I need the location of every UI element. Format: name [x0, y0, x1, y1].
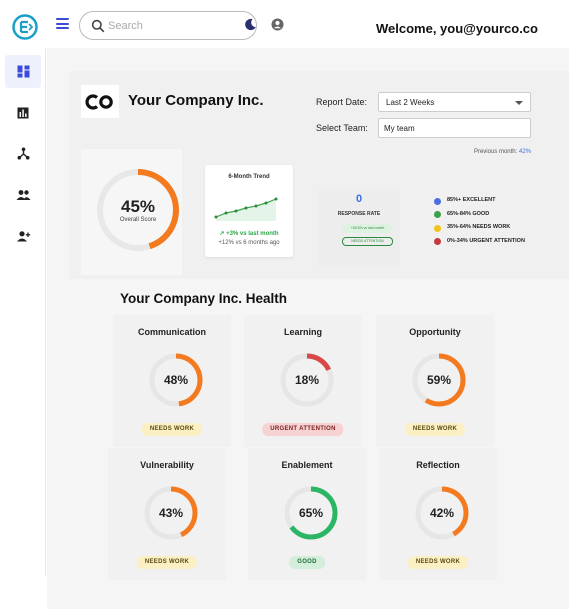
previous-month-value: 42% [518, 149, 531, 155]
score-legend: 85%+ EXCELLENT 65%-84% GOOD 35%-64% NEED… [434, 196, 525, 250]
response-status-badge: NEEDS ATTENTION [342, 237, 393, 246]
account-icon[interactable] [271, 18, 284, 31]
health-card-badge: NEEDS WORK [141, 423, 203, 436]
menu-icon[interactable] [56, 18, 69, 29]
health-card-vulnerability[interactable]: Vulnerability 43% NEEDS WORK [108, 448, 226, 580]
legend-label: 35%-64% NEEDS WORK [447, 224, 511, 230]
response-rate-label: RESPONSE RATE [337, 211, 381, 217]
search-icon [91, 19, 105, 33]
health-card-reflection[interactable]: Reflection 42% NEEDS WORK [379, 448, 497, 580]
welcome-text: Welcome, you@yourco.co [376, 21, 538, 36]
sidebar-item-reports[interactable] [5, 96, 41, 129]
legend-item-needs-work: 35%-64% NEEDS WORK [434, 223, 525, 237]
health-card-ring [412, 353, 466, 407]
health-card-title: Vulnerability [140, 460, 194, 470]
main-content: Your Company Inc. Report Date: Last 2 We… [47, 48, 569, 609]
bar-chart-icon [17, 107, 29, 118]
select-team-value: My team [384, 124, 415, 133]
legend-label: 0%-34% URGENT ATTENTION [447, 237, 525, 244]
select-team-label: Select Team: [316, 123, 368, 133]
health-card-value: 18% [294, 373, 320, 387]
sidebar [0, 48, 46, 576]
sidebar-item-add-user[interactable] [5, 219, 41, 252]
health-card-title: Reflection [416, 460, 460, 470]
health-card-title: Learning [283, 327, 322, 337]
trend-subtext: +12% vs 6 months ago [218, 240, 280, 246]
chevron-down-icon [515, 101, 523, 105]
trend-change-text: +3% vs last month [226, 231, 279, 237]
health-card-value: 42% [429, 506, 455, 520]
trend-title: 6-Month Trend [228, 174, 270, 180]
health-card-ring [284, 486, 338, 540]
health-card-title: Opportunity [409, 327, 461, 337]
health-card-communication[interactable]: Communication 48% NEEDS WORK [113, 315, 231, 447]
dashboard-icon [17, 65, 29, 78]
health-card-title: Enablement [281, 460, 333, 470]
health-card-badge: URGENT ATTENTION [262, 423, 344, 436]
select-team-input[interactable]: My team [378, 118, 531, 138]
response-rate-box: 0 RESPONSE RATE +00.5% vs last month NEE… [318, 189, 400, 267]
response-rate-value: 0 [355, 193, 363, 205]
health-card-title: Communication [137, 327, 206, 337]
trend-up-icon: ↗ [219, 231, 227, 237]
previous-month: Previous month: 42% [474, 149, 531, 155]
overall-score-box: 45% Overall Score [81, 149, 182, 275]
company-logo-icon [85, 93, 113, 110]
overall-score-arc [97, 169, 179, 251]
health-card-badge: NEEDS WORK [136, 556, 198, 569]
trend-change: ↗ +3% vs last month [205, 230, 293, 237]
sidebar-item-dashboard[interactable] [5, 55, 41, 88]
legend-item-urgent: 0%-34% URGENT ATTENTION [434, 237, 525, 251]
response-change-badge: +00.5% vs last month [342, 224, 393, 233]
health-card-value: 43% [158, 506, 184, 520]
health-card-arc [412, 353, 466, 407]
health-card-opportunity[interactable]: Opportunity 59% NEEDS WORK [376, 315, 494, 447]
person-add-icon [16, 230, 30, 241]
health-card-enablement[interactable]: Enablement 65% GOOD [248, 448, 366, 580]
health-card-value: 65% [298, 506, 324, 520]
report-date-select[interactable]: Last 2 Weeks [378, 92, 531, 112]
health-card-learning[interactable]: Learning 18% URGENT ATTENTION [244, 315, 362, 447]
previous-month-label: Previous month: [473, 149, 518, 155]
health-card-badge: NEEDS WORK [407, 556, 469, 569]
app-logo-icon[interactable] [12, 14, 38, 40]
health-section-title: Your Company Inc. Health [120, 291, 288, 306]
health-card-value: 48% [163, 373, 189, 387]
sidebar-item-network[interactable] [5, 137, 41, 170]
company-logo [81, 85, 119, 118]
health-card-arc [415, 486, 469, 540]
sidebar-item-people[interactable] [5, 178, 41, 211]
overall-score-value: 45% [120, 197, 156, 216]
health-card-arc [149, 353, 203, 407]
legend-label: 85%+ EXCELLENT [447, 197, 496, 203]
search-box[interactable] [79, 11, 257, 40]
legend-item-excellent: 85%+ EXCELLENT [434, 196, 525, 210]
health-card-ring [415, 486, 469, 540]
health-card-ring [144, 486, 198, 540]
legend-item-good: 65%-84% GOOD [434, 210, 525, 224]
trend-sparkline [214, 197, 278, 221]
health-card-badge: NEEDS WORK [404, 423, 466, 436]
company-name: Your Company Inc. [128, 92, 264, 109]
health-card-value: 59% [426, 373, 452, 387]
dark-mode-icon[interactable] [244, 18, 257, 31]
health-card-arc [280, 353, 334, 407]
health-card-badge: GOOD [289, 556, 325, 569]
overall-score-ring [97, 169, 179, 251]
company-summary-card: Your Company Inc. Report Date: Last 2 We… [69, 71, 569, 279]
health-card-arc [144, 486, 198, 540]
search-input[interactable] [108, 17, 248, 35]
health-card-ring [149, 353, 203, 407]
trend-card: 6-Month Trend ↗ +3% vs last month +12% v… [205, 165, 293, 257]
network-icon [17, 147, 29, 160]
report-date-label: Report Date: [316, 97, 368, 107]
people-icon [16, 189, 30, 200]
legend-label: 65%-84% GOOD [447, 210, 490, 217]
health-card-ring [280, 353, 334, 407]
top-bar: Welcome, you@yourco.co [0, 0, 569, 48]
health-card-arc [284, 486, 338, 540]
report-date-value: Last 2 Weeks [386, 98, 435, 107]
overall-score-label: Overall Score [119, 217, 157, 223]
